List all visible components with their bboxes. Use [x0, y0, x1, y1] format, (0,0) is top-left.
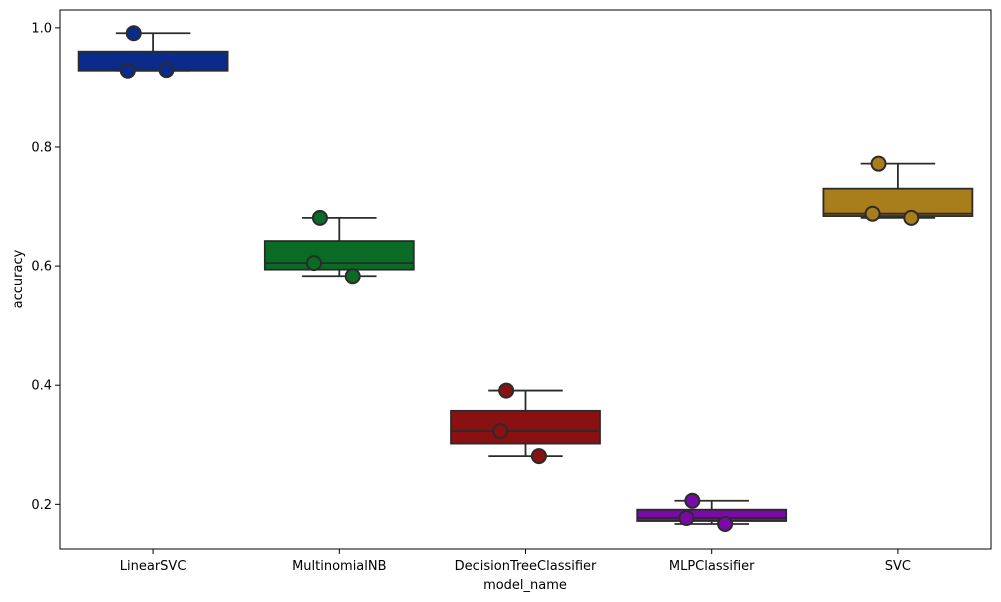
data-point [864, 205, 881, 222]
box-iqr [822, 187, 974, 217]
box-iqr [77, 50, 229, 72]
data-point [678, 510, 695, 527]
x-tick-label: MLPClassifier [669, 559, 755, 574]
data-point [498, 382, 515, 399]
y-axis-ticks: 0.2 0.4 0.6 0.8 1.0 [31, 21, 60, 513]
box-iqr [450, 409, 601, 445]
box-iqr [263, 240, 415, 271]
data-point [717, 515, 734, 532]
box-group [636, 492, 788, 532]
x-axis-label: model_name [483, 578, 567, 593]
box-group [450, 382, 601, 465]
box-group [822, 155, 974, 226]
box-group [263, 209, 415, 285]
data-point [119, 62, 136, 79]
y-axis-label: accuracy [11, 249, 26, 308]
y-tick-label: 0.2 [31, 498, 52, 513]
box-iqr [636, 508, 788, 522]
x-tick-label: DecisionTreeClassifier [455, 559, 597, 574]
data-point [903, 209, 920, 226]
data-point [305, 255, 322, 272]
data-point [125, 25, 142, 42]
x-tick-label: MultinomialNB [292, 559, 386, 574]
y-tick-label: 1.0 [31, 21, 52, 36]
y-tick-label: 0.4 [31, 379, 52, 394]
data-point [530, 448, 547, 465]
data-point [684, 492, 701, 509]
data-point [492, 423, 509, 440]
x-axis-ticks: LinearSVC MultinomialNB DecisionTreeClassi… [120, 549, 911, 574]
x-tick-label: SVC [885, 559, 911, 574]
y-tick-label: 0.8 [31, 140, 52, 155]
plot-frame [59, 9, 992, 550]
x-tick-label: LinearSVC [120, 559, 187, 574]
plot-content [77, 25, 974, 532]
data-point [311, 209, 328, 226]
data-point [344, 268, 361, 285]
y-tick-label: 0.6 [31, 260, 52, 275]
data-point [158, 62, 175, 79]
data-point [870, 155, 887, 172]
box-group [77, 25, 229, 79]
